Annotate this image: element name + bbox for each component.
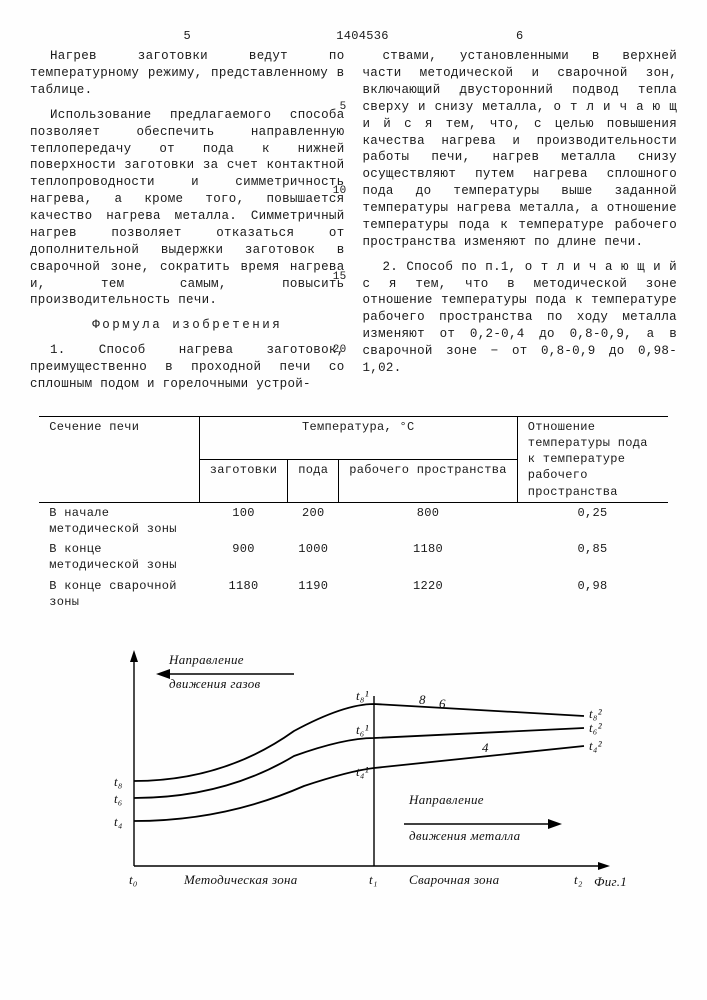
row-label: В начале методической зоны bbox=[39, 502, 199, 539]
x-t1: t₁ bbox=[369, 872, 378, 887]
label-n6: 6 bbox=[439, 696, 446, 711]
curve-6 bbox=[134, 728, 584, 798]
cell: 0,25 bbox=[517, 502, 668, 539]
tick-t8: t₈ bbox=[114, 774, 123, 789]
lineno-10: 10 bbox=[333, 184, 347, 199]
label-n8: 8 bbox=[419, 692, 426, 707]
cell: 1000 bbox=[288, 539, 339, 575]
two-column-text: 5 Нагрев заготовки ведут по температурно… bbox=[30, 28, 677, 401]
cell: 200 bbox=[288, 502, 339, 539]
cell: 900 bbox=[199, 539, 288, 575]
label-t61: t₆¹ bbox=[356, 722, 369, 737]
x-arrow-icon bbox=[598, 862, 610, 870]
th-zagotovki: заготовки bbox=[199, 459, 288, 502]
zone1-label: Методическая зона bbox=[183, 872, 298, 887]
tick-t42: t₄² bbox=[589, 738, 603, 753]
table-row: В начале методической зоны 100 200 800 0… bbox=[39, 502, 668, 539]
row-label: В конце методической зоны bbox=[39, 539, 199, 575]
right-para-1: ствами, установленными в верхней части м… bbox=[363, 48, 678, 251]
temperature-chart: Направление движения газов Направление д… bbox=[74, 626, 634, 906]
th-workspace: рабочего пространства bbox=[339, 459, 518, 502]
left-para-2: Использование предлагаемого способа позв… bbox=[30, 107, 345, 310]
label-t81: t₈¹ bbox=[356, 688, 369, 703]
label-t41: t₄¹ bbox=[356, 764, 369, 779]
metal-label-2: движения металла bbox=[409, 828, 521, 843]
curve-4 bbox=[134, 746, 584, 821]
gas-label-2: движения газов bbox=[169, 676, 261, 691]
cell: 1190 bbox=[288, 576, 339, 612]
gas-label-1: Направление bbox=[168, 652, 244, 667]
cell: 0,98 bbox=[517, 576, 668, 612]
tick-t4: t₄ bbox=[114, 814, 123, 829]
row-label: В конце сварочной зоны bbox=[39, 576, 199, 612]
lineno-15: 15 bbox=[333, 270, 347, 285]
cell: 100 bbox=[199, 502, 288, 539]
lineno-5: 5 bbox=[340, 100, 347, 115]
table-row: В конце методической зоны 900 1000 1180 … bbox=[39, 539, 668, 575]
cell: 1220 bbox=[339, 576, 518, 612]
label-n4: 4 bbox=[482, 740, 489, 755]
cell: 0,85 bbox=[517, 539, 668, 575]
th-poda: пода bbox=[288, 459, 339, 502]
table-row: В конце сварочной зоны 1180 1190 1220 0,… bbox=[39, 576, 668, 612]
th-temperature: Температура, °C bbox=[199, 416, 517, 459]
lineno-20: 20 bbox=[333, 343, 347, 358]
right-para-2: 2. Способ по п.1, о т л и ч а ю щ и й с … bbox=[363, 259, 678, 377]
cell: 1180 bbox=[339, 539, 518, 575]
y-arrow-icon bbox=[130, 650, 138, 662]
x-t0: t₀ bbox=[129, 872, 138, 887]
metal-label-1: Направление bbox=[408, 792, 484, 807]
tick-t6: t₆ bbox=[114, 791, 123, 806]
right-column: 6 1404536 ствами, установленными в верхн… bbox=[363, 28, 678, 401]
gas-arrow-icon bbox=[156, 669, 170, 679]
tick-t62: t₆² bbox=[589, 720, 603, 735]
figure-label: Фиг.1 bbox=[594, 874, 627, 889]
zone2-label: Сварочная зона bbox=[409, 872, 500, 887]
document-number: 1404536 bbox=[278, 28, 448, 44]
formula-heading: Формула изобретения bbox=[30, 317, 345, 334]
table-header-row: Сечение печи Температура, °C Отношение т… bbox=[39, 416, 668, 459]
tick-t82: t₈² bbox=[589, 706, 603, 721]
x-t2: t₂ bbox=[574, 872, 583, 887]
left-para-3: 1. Способ нагрева заготовок, преимуществ… bbox=[30, 342, 345, 393]
cell: 1180 bbox=[199, 576, 288, 612]
temperature-table: Сечение печи Температура, °C Отношение т… bbox=[39, 416, 668, 612]
metal-arrow-icon bbox=[548, 819, 562, 829]
left-para-1: Нагрев заготовки ведут по температурному… bbox=[30, 48, 345, 99]
cell: 800 bbox=[339, 502, 518, 539]
left-column: 5 Нагрев заготовки ведут по температурно… bbox=[30, 28, 345, 401]
th-ratio: Отношение температуры пода к температуре… bbox=[517, 416, 668, 502]
th-section: Сечение печи bbox=[39, 416, 199, 502]
